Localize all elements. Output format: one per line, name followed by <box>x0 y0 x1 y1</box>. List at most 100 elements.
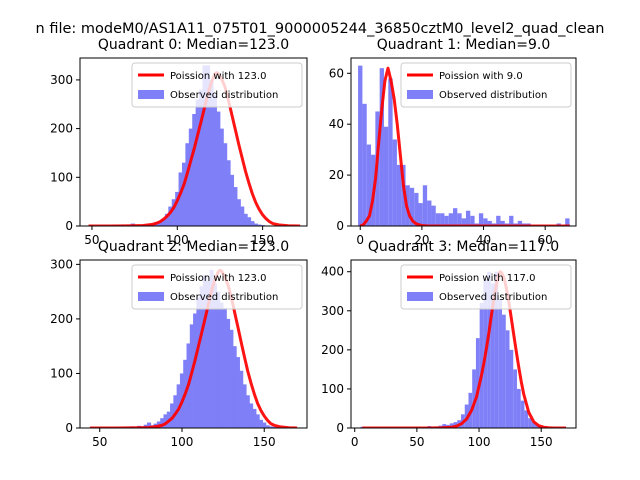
histogram-bar <box>257 224 262 226</box>
x-tick-label: 100 <box>171 435 194 449</box>
legend-observed-label: Observed distribution <box>439 90 547 101</box>
histogram-bar <box>236 199 241 226</box>
histogram-bar <box>520 400 525 428</box>
histogram-bar <box>193 313 198 428</box>
histogram-bar <box>457 213 462 226</box>
histogram-bar <box>216 111 221 226</box>
histogram-bar <box>205 65 211 226</box>
histogram-bar <box>440 213 445 226</box>
histogram-bar <box>362 103 367 226</box>
histogram-bar <box>245 395 250 428</box>
histogram-bar <box>246 217 252 226</box>
histogram-bar <box>448 213 454 226</box>
histogram-bar <box>222 308 227 428</box>
histogram-bar <box>188 128 194 226</box>
y-tick-label: 300 <box>50 73 73 87</box>
histogram-bar <box>517 220 523 226</box>
histogram-bar <box>229 174 235 226</box>
histogram-bar <box>431 205 436 226</box>
histogram-bar <box>252 408 257 428</box>
histogram-bar <box>435 213 441 226</box>
y-tick-label: 100 <box>321 382 344 396</box>
histogram-bar <box>158 221 163 226</box>
histogram-bar <box>272 426 277 428</box>
histogram-bar <box>192 114 197 226</box>
histogram-bar <box>401 164 406 226</box>
histogram-bar <box>164 213 170 226</box>
histogram-bar <box>498 299 503 428</box>
histogram-bar <box>470 215 475 226</box>
histogram-bar <box>229 329 234 428</box>
x-tick-label: 100 <box>166 233 189 247</box>
histogram-bar <box>414 192 419 226</box>
x-tick-label: 50 <box>84 233 99 247</box>
histogram-bar <box>175 191 180 226</box>
y-tick-label: 200 <box>321 343 344 357</box>
histogram-bar <box>509 215 514 226</box>
legend-bar-swatch <box>407 90 433 99</box>
quadrant-1-panel: 0 20 40 60 0 20 40 60 Quadrant 1: Median=9.0 Pois… <box>329 37 577 247</box>
histogram-bar <box>453 208 458 226</box>
x-tick-label: 150 <box>253 435 276 449</box>
histogram-bar <box>199 89 204 226</box>
histogram-bar <box>487 220 492 226</box>
histogram-bar <box>500 220 505 226</box>
histogram-bar <box>232 346 237 428</box>
histogram-bar <box>265 425 270 428</box>
histogram-bar <box>444 215 449 226</box>
histogram-bar <box>360 426 365 428</box>
histogram-bar <box>516 388 521 428</box>
legend-poisson-label: Poission with 123.0 <box>170 71 266 82</box>
histogram-bar <box>219 302 224 428</box>
x-tick-label: 50 <box>409 435 424 449</box>
legend: Poission with 9.0 Observed distribution <box>400 62 572 108</box>
histogram-bar <box>427 200 432 226</box>
histogram-bar <box>422 185 428 226</box>
legend-bar-swatch <box>138 292 164 301</box>
x-tick-label: 50 <box>92 435 107 449</box>
y-tick-label: 100 <box>50 170 73 184</box>
histogram-bar <box>185 143 190 226</box>
histogram-bar <box>366 144 372 226</box>
legend-observed-label: Observed distribution <box>170 292 278 303</box>
legend-poisson-label: Poission with 9.0 <box>439 71 523 82</box>
y-tick-label: 20 <box>329 168 344 182</box>
histogram-bar <box>222 143 228 226</box>
axes-frame <box>79 259 308 429</box>
histogram-bar <box>196 297 201 428</box>
quadrant-3-panel: 0 50 100 150 0 100 200 300 400 Quadrant 3: Median… <box>321 239 577 449</box>
histogram-bar <box>358 65 363 226</box>
histogram-bar <box>409 187 415 226</box>
histogram-bar <box>465 210 471 226</box>
y-tick-label: 0 <box>65 421 73 435</box>
y-tick-label: 100 <box>50 366 73 380</box>
histogram-bar <box>178 172 183 226</box>
histogram-bar <box>490 283 495 428</box>
histogram-bar <box>483 218 488 226</box>
histogram-bar <box>171 199 177 226</box>
x-tick-label: 60 <box>538 233 553 247</box>
histogram-bar <box>147 422 152 428</box>
histogram-bar <box>392 139 397 226</box>
legend-observed-label: Observed distribution <box>170 90 278 101</box>
legend-bar-swatch <box>407 292 433 301</box>
y-tick-label: 300 <box>50 257 73 271</box>
histogram-bar <box>209 79 214 226</box>
panel-title: Quadrant 0: Median=123.0 <box>98 37 289 53</box>
y-tick-label: 400 <box>321 265 344 279</box>
histogram-bar <box>243 213 248 226</box>
histogram-bar <box>216 291 221 428</box>
histogram-bar <box>163 414 168 428</box>
histogram-bar <box>528 418 532 428</box>
legend-observed-label: Observed distribution <box>439 292 547 303</box>
histogram-bar <box>168 206 173 226</box>
subplot-grid: 50 100 150 0 100 200 300 Quadrant 0: Median=123… <box>50 37 577 449</box>
histogram-bar <box>268 426 273 428</box>
histogram-bar <box>531 422 536 428</box>
histogram-bar <box>206 280 211 428</box>
histogram-bar <box>472 369 476 428</box>
histogram-bar <box>250 221 255 226</box>
histogram-bar <box>383 126 389 226</box>
legend-poisson-label: Poission with 123.0 <box>170 273 266 284</box>
